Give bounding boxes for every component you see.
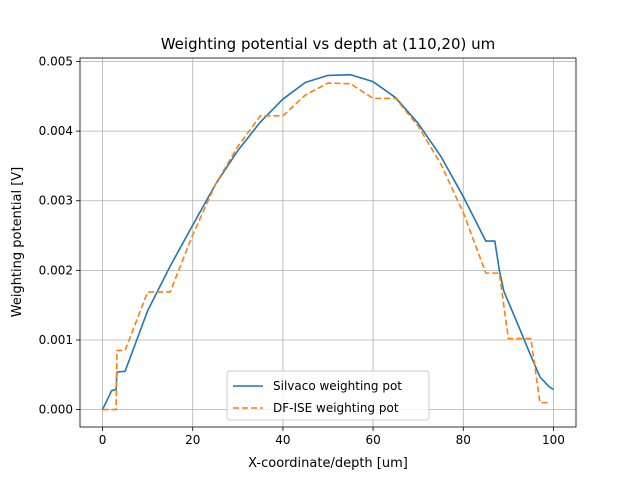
legend-label-silvaco: Silvaco weighting pot [273,379,402,393]
series-lines [101,73,554,411]
x-tick-label: 100 [542,433,565,447]
legend: Silvaco weighting pot DF-ISE weighting p… [226,370,430,421]
y-axis-label: Weighting potential [V] [10,167,25,318]
y-tick-label: 0.005 [39,54,73,68]
plot-area-frame [79,57,577,428]
x-tick-label: 20 [185,433,200,447]
grid-lines [80,58,576,427]
x-axis-label: X-coordinate/depth [um] [248,456,408,471]
y-tick-label: 0.000 [39,403,73,417]
x-tick-label: 80 [456,433,471,447]
legend-box [226,370,430,421]
legend-label-df-ise: DF-ISE weighting pot [273,401,399,415]
x-tick-label: 60 [365,433,380,447]
axis-ticks: 0 20 40 60 80 100 0.000 0.001 0.002 0.003 0.004 0.0… [39,54,565,447]
y-tick-label: 0.002 [39,263,73,277]
x-tick-label: 40 [275,433,290,447]
y-tick-label: 0.001 [39,333,73,347]
series-line-silvaco [101,73,554,410]
x-tick-label: 0 [99,433,107,447]
y-tick-label: 0.003 [39,194,73,208]
chart-title: Weighting potential vs depth at (110,20)… [161,35,496,53]
y-tick-label: 0.004 [39,124,73,138]
